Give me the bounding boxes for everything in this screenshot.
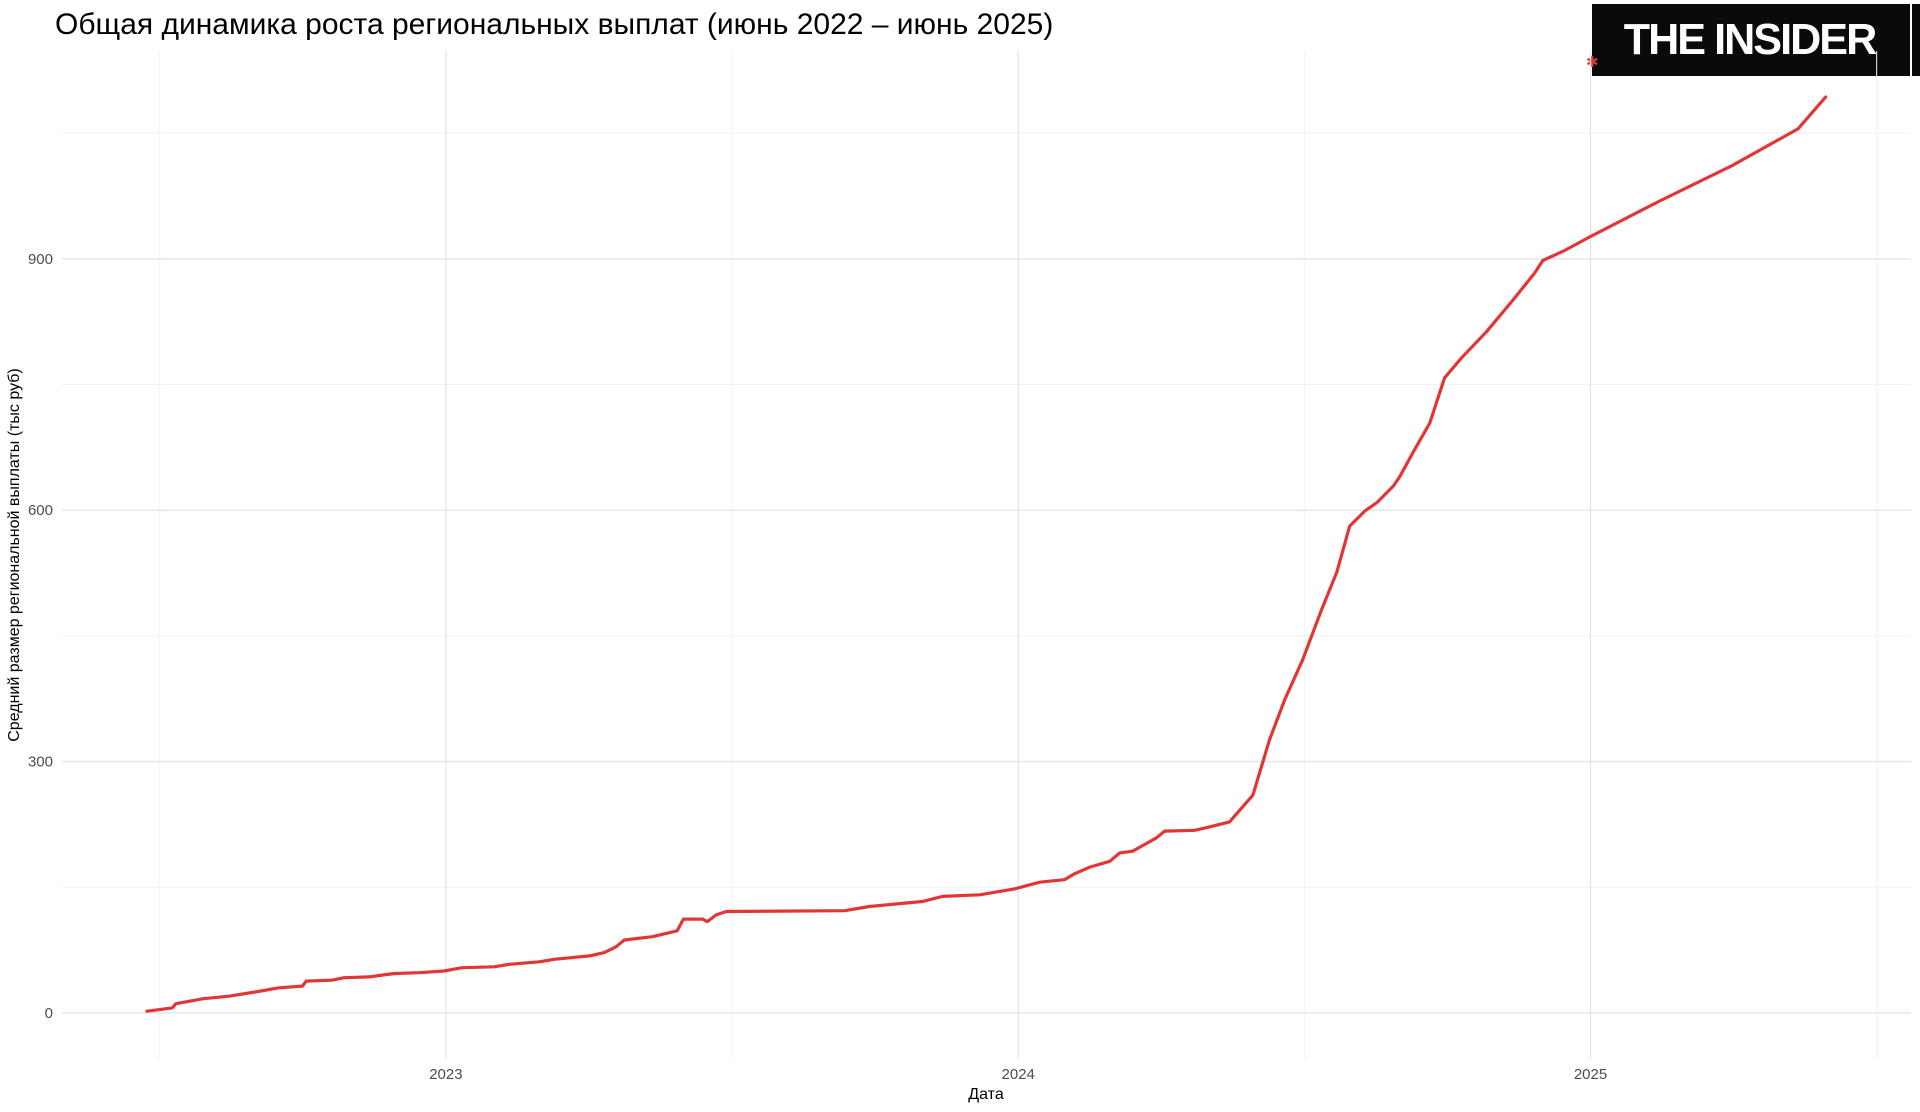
- y-tick-label: 300: [28, 754, 53, 771]
- the-insider-logo: THE INSIDER ✱: [1586, 4, 1920, 76]
- gridlines-major: [62, 51, 1911, 1059]
- page-title: Общая динамика роста региональных выплат…: [55, 8, 1054, 41]
- logo-text: THE INSIDER: [1623, 15, 1877, 64]
- x-tick-label: 2023: [429, 1066, 462, 1083]
- gridlines-minor: [62, 51, 1911, 1059]
- axis-tick-labels: 0 300 600 900 2023 2024 2025: [28, 251, 1607, 1083]
- data-series: [145, 95, 1828, 1013]
- logo-asterisk-icon: ✱: [1586, 54, 1599, 71]
- payments-line: [145, 95, 1828, 1013]
- y-tick-label: 600: [28, 502, 53, 519]
- y-tick-label: 0: [45, 1005, 53, 1022]
- x-tick-label: 2025: [1574, 1066, 1607, 1083]
- x-tick-label: 2024: [1002, 1066, 1035, 1083]
- y-tick-label: 900: [28, 251, 53, 268]
- logo-cursor-bar: [1910, 4, 1912, 76]
- x-axis-title: Дата: [968, 1086, 1004, 1103]
- y-axis-title: Средний размер региональной выплаты (тыс…: [6, 368, 23, 742]
